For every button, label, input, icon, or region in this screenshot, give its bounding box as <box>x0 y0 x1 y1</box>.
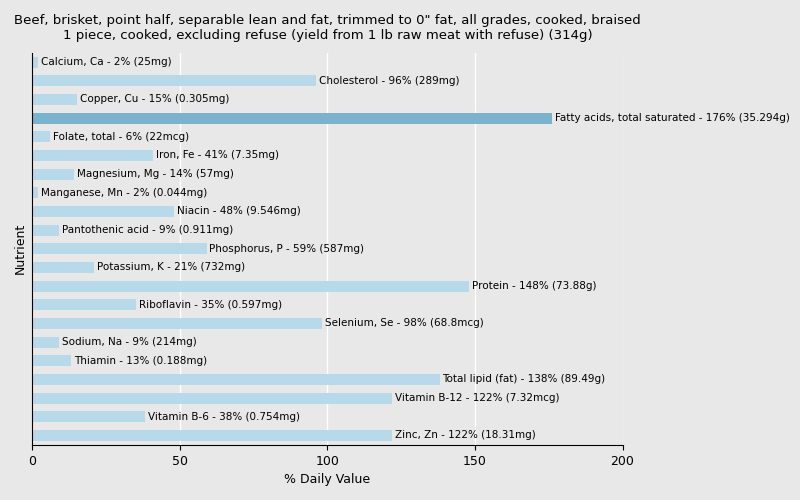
Text: Total lipid (fat) - 138% (89.49g): Total lipid (fat) - 138% (89.49g) <box>442 374 606 384</box>
Bar <box>33 430 393 441</box>
Bar <box>33 355 71 366</box>
Bar <box>33 262 94 273</box>
Text: Riboflavin - 35% (0.597mg): Riboflavin - 35% (0.597mg) <box>138 300 282 310</box>
Text: Folate, total - 6% (22mcg): Folate, total - 6% (22mcg) <box>53 132 190 142</box>
Bar <box>33 243 206 254</box>
Text: Thiamin - 13% (0.188mg): Thiamin - 13% (0.188mg) <box>74 356 207 366</box>
Bar <box>33 224 59 235</box>
Bar <box>33 299 136 310</box>
Bar <box>33 411 145 422</box>
Text: Manganese, Mn - 2% (0.044mg): Manganese, Mn - 2% (0.044mg) <box>42 188 207 198</box>
Bar <box>33 318 322 329</box>
Text: Copper, Cu - 15% (0.305mg): Copper, Cu - 15% (0.305mg) <box>80 94 229 104</box>
Bar <box>33 56 38 68</box>
Text: Sodium, Na - 9% (214mg): Sodium, Na - 9% (214mg) <box>62 337 197 347</box>
Bar <box>33 168 74 179</box>
Text: Pantothenic acid - 9% (0.911mg): Pantothenic acid - 9% (0.911mg) <box>62 225 233 235</box>
Text: Zinc, Zn - 122% (18.31mg): Zinc, Zn - 122% (18.31mg) <box>395 430 536 440</box>
Text: Niacin - 48% (9.546mg): Niacin - 48% (9.546mg) <box>177 206 301 216</box>
Text: Magnesium, Mg - 14% (57mg): Magnesium, Mg - 14% (57mg) <box>77 169 234 179</box>
Text: Phosphorus, P - 59% (587mg): Phosphorus, P - 59% (587mg) <box>210 244 365 254</box>
Text: Vitamin B-6 - 38% (0.754mg): Vitamin B-6 - 38% (0.754mg) <box>147 412 299 422</box>
Bar <box>33 392 393 404</box>
Bar <box>33 94 77 105</box>
Text: Calcium, Ca - 2% (25mg): Calcium, Ca - 2% (25mg) <box>42 57 172 67</box>
X-axis label: % Daily Value: % Daily Value <box>285 473 370 486</box>
Bar <box>33 206 174 217</box>
Bar <box>33 150 154 161</box>
Bar <box>33 374 440 385</box>
Bar <box>33 187 38 198</box>
Text: Cholesterol - 96% (289mg): Cholesterol - 96% (289mg) <box>318 76 459 86</box>
Title: Beef, brisket, point half, separable lean and fat, trimmed to 0" fat, all grades: Beef, brisket, point half, separable lea… <box>14 14 641 42</box>
Bar <box>33 112 552 124</box>
Text: Selenium, Se - 98% (68.8mcg): Selenium, Se - 98% (68.8mcg) <box>325 318 483 328</box>
Bar <box>33 280 469 291</box>
Bar <box>33 131 50 142</box>
Text: Protein - 148% (73.88g): Protein - 148% (73.88g) <box>472 281 597 291</box>
Text: Potassium, K - 21% (732mg): Potassium, K - 21% (732mg) <box>98 262 246 272</box>
Y-axis label: Nutrient: Nutrient <box>14 223 27 274</box>
Bar <box>33 75 316 86</box>
Bar <box>33 336 59 348</box>
Text: Vitamin B-12 - 122% (7.32mcg): Vitamin B-12 - 122% (7.32mcg) <box>395 393 560 403</box>
Text: Iron, Fe - 41% (7.35mg): Iron, Fe - 41% (7.35mg) <box>156 150 279 160</box>
Text: Fatty acids, total saturated - 176% (35.294g): Fatty acids, total saturated - 176% (35.… <box>554 113 790 123</box>
